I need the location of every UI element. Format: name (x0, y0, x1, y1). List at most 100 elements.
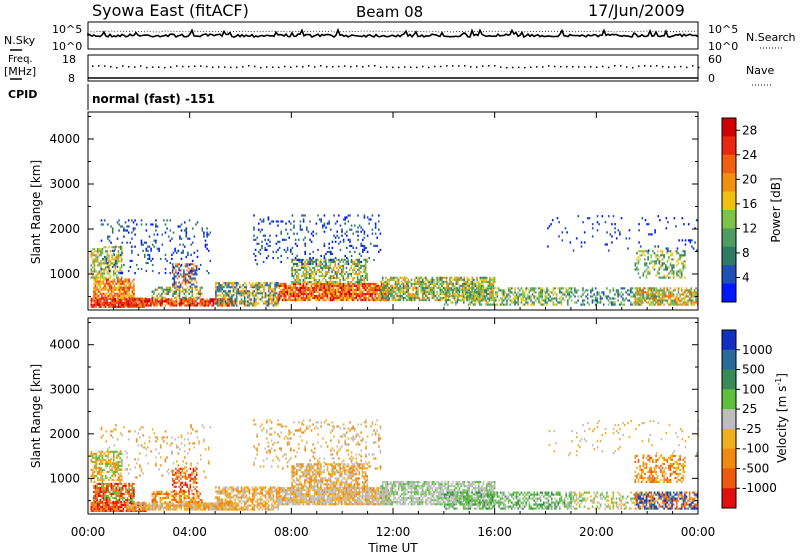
heatmap-cell (433, 278, 435, 281)
heatmap-cell (593, 299, 595, 302)
heatmap-cell (206, 243, 208, 246)
heatmap-cell (575, 237, 578, 240)
heatmap-cell (255, 282, 257, 285)
heatmap-cell (332, 266, 335, 269)
heatmap-cell (275, 250, 278, 253)
heatmap-cell (482, 291, 484, 294)
heatmap-cell (474, 297, 476, 300)
heatmap-cell (396, 288, 398, 292)
heatmap-cell (255, 304, 257, 307)
heatmap-cell (112, 472, 115, 475)
heatmap-cell (292, 281, 295, 284)
heatmap-cell (636, 289, 639, 292)
heatmap-cell (108, 450, 110, 453)
nave-point (530, 66, 532, 68)
heatmap-cell (179, 237, 181, 240)
heatmap-cell (94, 286, 97, 289)
heatmap-cell (388, 299, 390, 302)
nave-point (194, 65, 196, 68)
heatmap-cell (277, 300, 280, 303)
nave-point (422, 65, 424, 68)
heatmap-cell (371, 228, 374, 231)
heatmap-cell (155, 223, 157, 226)
heatmap-cell (366, 278, 369, 282)
heatmap-cell (373, 290, 375, 294)
heatmap-cell (97, 280, 100, 283)
power-y-axis-label: Slant Range [km] (29, 160, 43, 264)
heatmap-cell (288, 286, 290, 289)
heatmap-cell (286, 290, 289, 294)
heatmap-cell (119, 260, 121, 263)
heatmap-cell (378, 220, 380, 223)
heatmap-cell (159, 298, 162, 301)
heatmap-cell (463, 282, 466, 285)
heatmap-cell (690, 301, 693, 304)
heatmap-cell (334, 292, 337, 296)
heatmap-cell (309, 238, 311, 241)
freq-right-tick-bottom: 0 (708, 72, 715, 85)
heatmap-cell (185, 290, 187, 293)
heatmap-cell (637, 301, 640, 304)
heatmap-cell (106, 476, 109, 479)
heatmap-cell (640, 297, 643, 300)
heatmap-cell (164, 267, 167, 271)
heatmap-cell (111, 262, 113, 265)
heatmap-cell (431, 290, 434, 294)
heatmap-cell (219, 294, 222, 297)
heatmap-cell (191, 271, 193, 274)
heatmap-cell (436, 280, 438, 283)
heatmap-cell (90, 503, 93, 506)
heatmap-cell (355, 286, 357, 289)
heatmap-cell (123, 288, 126, 291)
heatmap-cell (114, 503, 117, 506)
heatmap-cell (232, 300, 235, 303)
heatmap-cell (466, 297, 468, 300)
heatmap-cell (684, 295, 686, 298)
heatmap-cell (181, 281, 184, 284)
heatmap-cell (552, 289, 555, 292)
heatmap-cell (243, 294, 246, 297)
heatmap-cell (328, 288, 330, 292)
heatmap-cell (264, 284, 267, 287)
heatmap-cell (161, 296, 163, 299)
heatmap-cell (272, 290, 275, 293)
heatmap-cell (305, 290, 308, 294)
heatmap-cell (231, 284, 233, 287)
heatmap-cell (324, 270, 327, 274)
heatmap-cell (347, 238, 350, 241)
heatmap-cell (111, 246, 113, 249)
heatmap-cell (131, 490, 134, 493)
heatmap-cell (519, 293, 521, 296)
heatmap-cell (350, 274, 353, 278)
heatmap-cell (413, 294, 416, 298)
heatmap-cell (658, 276, 661, 279)
heatmap-cell (417, 290, 419, 294)
heatmap-cell (307, 272, 309, 276)
heatmap-cell (186, 281, 188, 284)
heatmap-cell (358, 260, 361, 264)
heatmap-cell (235, 298, 238, 301)
heatmap-cell (465, 280, 467, 283)
heatmap-cell (219, 286, 222, 289)
heatmap-cell (418, 282, 421, 285)
heatmap-cell (690, 295, 693, 298)
heatmap-cell (479, 282, 482, 285)
heatmap-cell (370, 218, 372, 221)
heatmap-cell (475, 291, 478, 294)
heatmap-cell (119, 253, 122, 256)
heatmap-cell (271, 290, 273, 293)
heatmap-cell (119, 505, 121, 508)
nave-point (524, 66, 526, 69)
heatmap-cell (663, 262, 665, 265)
heatmap-cell (272, 300, 275, 303)
heatmap-cell (653, 297, 656, 300)
heatmap-cell (496, 295, 499, 298)
heatmap-cell (679, 254, 681, 257)
heatmap-cell (145, 300, 147, 303)
heatmap-cell (134, 304, 136, 307)
heatmap-cell (334, 264, 337, 267)
heatmap-cell (460, 288, 462, 292)
heatmap-cell (112, 299, 115, 302)
heatmap-cell (242, 302, 244, 305)
heatmap-cell (113, 500, 116, 504)
